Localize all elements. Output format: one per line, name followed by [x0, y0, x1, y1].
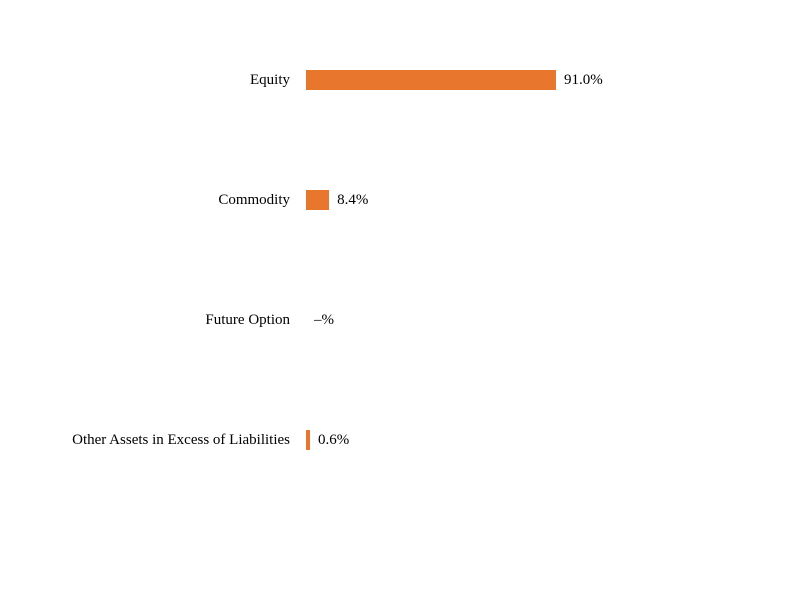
- bar-area: –%: [306, 310, 334, 330]
- category-label: Other Assets in Excess of Liabilities: [0, 432, 306, 449]
- chart-row: Other Assets in Excess of Liabilities 0.…: [0, 430, 792, 450]
- bar: [306, 190, 329, 210]
- category-label: Equity: [0, 72, 306, 89]
- bar-area: 91.0%: [306, 70, 603, 90]
- value-label: 91.0%: [556, 72, 603, 89]
- value-label: 8.4%: [329, 192, 368, 209]
- category-label: Future Option: [0, 312, 306, 329]
- category-label: Commodity: [0, 192, 306, 209]
- bar-area: 8.4%: [306, 190, 368, 210]
- bar-area: 0.6%: [306, 430, 349, 450]
- chart-row: Equity 91.0%: [0, 70, 792, 90]
- value-label: 0.6%: [310, 432, 349, 449]
- chart-row: Future Option –%: [0, 310, 792, 330]
- bar: [306, 70, 556, 90]
- chart-row: Commodity 8.4%: [0, 190, 792, 210]
- allocation-bar-chart: Equity 91.0% Commodity 8.4% Future Optio…: [0, 0, 792, 600]
- value-label: –%: [306, 312, 334, 329]
